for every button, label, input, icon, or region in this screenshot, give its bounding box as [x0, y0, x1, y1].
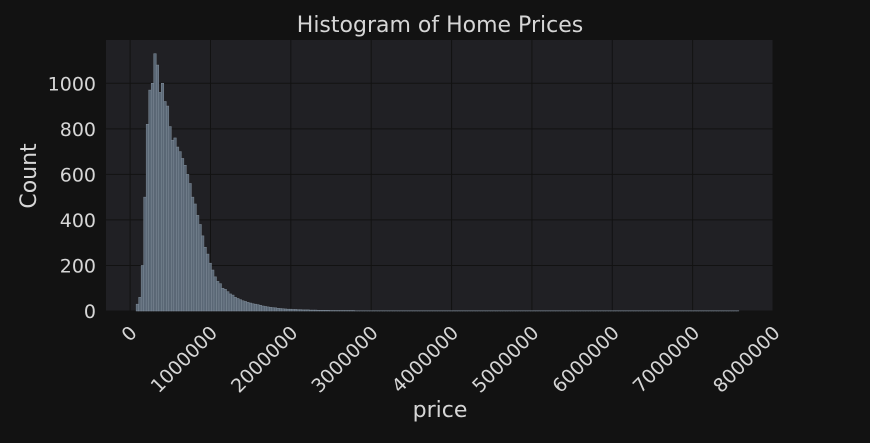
histogram-bar	[281, 308, 285, 312]
histogram-bar	[291, 309, 295, 312]
histogram-bar	[228, 293, 232, 312]
histogram-bar	[163, 101, 167, 312]
histogram-bar	[176, 146, 180, 312]
histogram-bar	[248, 302, 252, 312]
histogram-bar	[314, 309, 318, 312]
histogram-bar	[251, 303, 255, 312]
histogram-bar	[183, 165, 187, 312]
histogram-bar	[196, 215, 200, 312]
histogram-bar	[299, 309, 303, 312]
histogram-bar	[208, 262, 212, 312]
histogram-bar	[233, 297, 237, 312]
histogram-bar	[309, 309, 313, 312]
histogram-bar	[160, 83, 165, 312]
histogram-bar	[193, 203, 197, 312]
x-axis-label: price	[413, 398, 468, 423]
histogram-bar	[289, 308, 293, 312]
histogram-bar	[238, 299, 242, 312]
histogram-bar	[301, 309, 305, 312]
histogram-bar	[181, 158, 185, 312]
histogram-bar	[261, 305, 265, 312]
histogram-bar	[173, 137, 177, 312]
histogram-bar	[143, 196, 147, 312]
histogram-bar	[171, 139, 175, 312]
x-tick-label: 3000000	[307, 322, 382, 397]
histogram-bar	[166, 105, 170, 312]
histogram-bar	[268, 307, 272, 312]
histogram-bar	[306, 309, 310, 312]
histogram-bar	[266, 306, 270, 312]
histogram-bar	[286, 308, 290, 312]
histogram-bar	[213, 276, 217, 312]
histogram-bar	[178, 151, 182, 312]
x-tick-label: 5000000	[468, 322, 543, 397]
histogram-bar	[150, 83, 154, 312]
x-tick-label: 4000000	[388, 322, 463, 397]
y-tick-label: 400	[60, 210, 96, 232]
histogram-bar	[158, 92, 162, 312]
chart-title: Histogram of Home Prices	[297, 13, 583, 38]
y-tick-label: 0	[84, 301, 96, 323]
histogram-bar	[316, 310, 320, 312]
histogram-bar	[191, 196, 195, 312]
x-tick-label: 7000000	[629, 322, 704, 397]
histogram-bar	[311, 309, 315, 312]
y-axis-label: Count	[17, 143, 42, 209]
histogram-bar	[153, 53, 157, 312]
histogram-bar	[206, 253, 210, 312]
histogram-bar	[321, 310, 325, 312]
histogram-bar	[294, 309, 298, 312]
histogram-bar	[231, 294, 235, 312]
histogram-bar	[148, 89, 152, 312]
histogram-bar	[226, 291, 230, 312]
x-tick-label: 2000000	[227, 322, 302, 397]
histogram-bar	[168, 126, 172, 312]
histogram-bar	[274, 307, 278, 312]
histogram-bar	[296, 309, 300, 312]
histogram-bar	[218, 283, 222, 312]
histogram-bar	[263, 306, 267, 312]
bars	[135, 53, 740, 312]
histogram-bar	[324, 310, 328, 312]
y-tick-label: 600	[60, 164, 96, 186]
histogram-bar	[304, 309, 308, 312]
x-tick-label: 1000000	[147, 322, 222, 397]
histogram-bar	[135, 303, 139, 312]
x-tick-label: 8000000	[709, 322, 784, 397]
histogram-bar	[188, 183, 192, 312]
histogram-bar	[276, 308, 280, 312]
histogram-bar	[243, 301, 247, 312]
histogram-bar	[241, 300, 245, 312]
histogram-bar	[258, 305, 262, 312]
x-axis-ticks: 0 1000000 2000000 3000000 4000000 5000000 6000…	[118, 322, 785, 397]
histogram-bar	[223, 289, 227, 312]
histogram-bar	[145, 124, 149, 312]
histogram-bar	[140, 265, 144, 312]
histogram-bar	[201, 235, 205, 312]
histogram-bar	[284, 308, 288, 312]
histogram-bar	[203, 246, 207, 312]
y-tick-label: 200	[60, 255, 96, 277]
x-tick-label: 0	[118, 322, 142, 346]
histogram-bar	[279, 308, 283, 312]
histogram-bar	[155, 64, 159, 312]
histogram-bar	[246, 302, 250, 312]
histogram-bar	[326, 310, 330, 312]
histogram-bar	[253, 303, 257, 312]
histogram-bar	[221, 287, 225, 312]
histogram-bar	[236, 298, 240, 312]
y-tick-label: 800	[60, 119, 96, 141]
histogram-bar	[319, 310, 323, 312]
histogram-bar	[216, 281, 220, 312]
histogram-bar	[138, 297, 142, 312]
y-tick-label: 1000	[48, 73, 96, 95]
histogram-bar	[211, 269, 215, 312]
histogram-bar	[271, 307, 275, 312]
x-tick-label: 6000000	[548, 322, 623, 397]
histogram-bar	[256, 304, 260, 312]
histogram-bar	[198, 224, 202, 312]
y-axis-ticks: 0 200 400 600 800 1000	[48, 73, 96, 323]
histogram-bar	[186, 174, 190, 312]
